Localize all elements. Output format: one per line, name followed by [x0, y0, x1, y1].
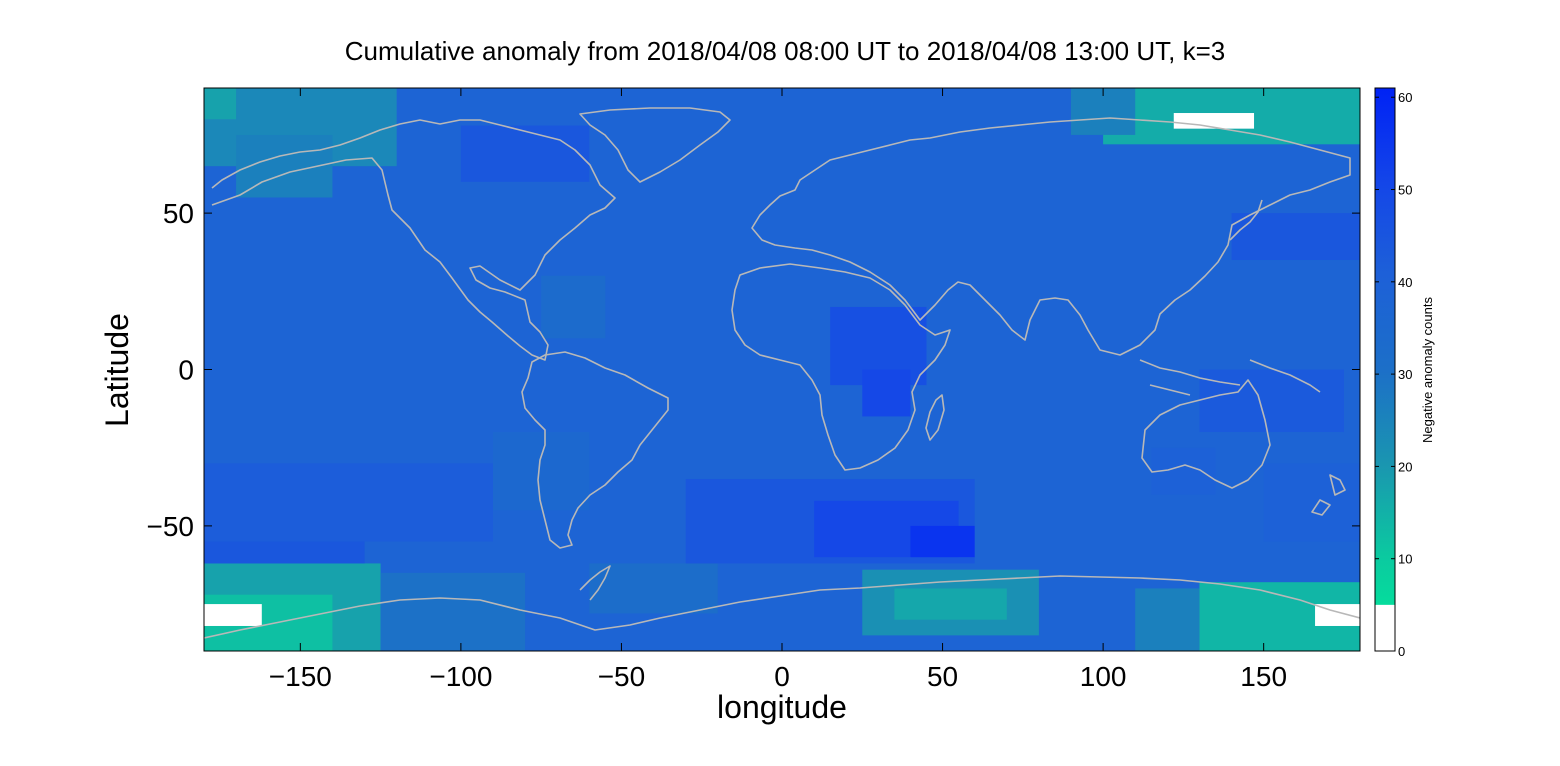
- heatmap-plot-area: [203, 87, 1361, 652]
- heatmap-cell: [910, 525, 975, 558]
- heatmap-cell: [1231, 213, 1360, 261]
- heatmap-cell: [380, 572, 526, 651]
- colorbar-tick-label: 20: [1398, 459, 1412, 474]
- x-tick-label: −100: [429, 661, 492, 692]
- colorbar-tick-label: 40: [1398, 275, 1412, 290]
- heatmap-cell: [1263, 463, 1360, 542]
- colorbar-below-threshold: [1375, 604, 1395, 651]
- heatmap-cells: [204, 88, 1360, 651]
- chart-title: Cumulative anomaly from 2018/04/08 08:00…: [345, 36, 1225, 66]
- heatmap-cell: [1199, 369, 1344, 433]
- y-tick-label: −50: [147, 511, 195, 542]
- x-axis-label: longitude: [717, 689, 847, 725]
- x-tick-label: 150: [1240, 661, 1287, 692]
- colorbar-tick-label: 50: [1398, 183, 1412, 198]
- colorbar-tick-label: 0: [1398, 644, 1405, 659]
- x-tick-label: 0: [774, 661, 790, 692]
- heatmap-cell: [589, 563, 718, 614]
- y-tick-label: 50: [163, 198, 194, 229]
- colorbar-gradient: [1375, 88, 1395, 651]
- x-tick-label: −50: [598, 661, 646, 692]
- y-axis-label: Latitude: [99, 313, 135, 427]
- colorbar-tick-label: 60: [1398, 90, 1412, 105]
- x-tick-label: 100: [1080, 661, 1127, 692]
- y-tick-label: 0: [178, 355, 194, 386]
- colorbar-frame: [1374, 87, 1396, 652]
- y-axis: 50 0 −50: [147, 198, 1360, 542]
- heatmap-cell: [541, 275, 606, 339]
- missing-data-cell: [204, 604, 262, 626]
- colorbar-ticks: 0 10 20 30 40 50 60: [1375, 90, 1412, 659]
- heatmap-cell: [862, 369, 911, 417]
- colorbar-tick-label: 10: [1398, 552, 1412, 567]
- x-axis: −150 −100 −50 0 50 100 150: [269, 88, 1287, 692]
- heatmap-cell: [894, 588, 1007, 620]
- coastline-outlines: [204, 107, 1360, 639]
- colorbar-tick-label: 30: [1398, 367, 1412, 382]
- heatmap-cell: [460, 125, 590, 182]
- x-tick-label: −150: [269, 661, 332, 692]
- heatmap-cell: [204, 88, 237, 120]
- missing-data-cell: [1173, 113, 1255, 129]
- heatmap-cell: [493, 432, 590, 511]
- colorbar-label: Negative anomaly counts: [1420, 297, 1435, 443]
- heatmap-cell: [204, 463, 493, 542]
- colorbar: 0 10 20 30 40 50 60 Negative anomaly counts: [1374, 87, 1435, 659]
- x-tick-label: 50: [927, 661, 958, 692]
- heatmap-cell: [1135, 588, 1200, 651]
